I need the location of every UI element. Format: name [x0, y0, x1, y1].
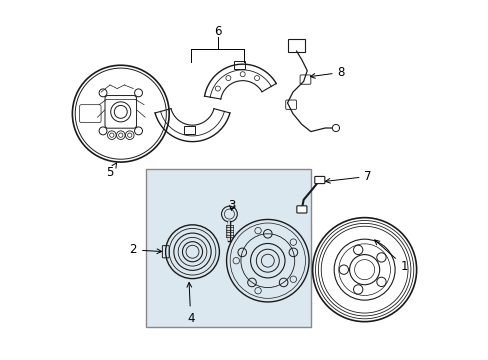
Text: 3: 3 — [228, 199, 235, 212]
Text: 5: 5 — [106, 163, 116, 179]
Text: 1: 1 — [374, 240, 407, 273]
Bar — [234, 62, 244, 69]
FancyBboxPatch shape — [314, 176, 324, 184]
Text: 7: 7 — [325, 170, 371, 183]
Text: 8: 8 — [310, 66, 345, 79]
Bar — [145, 169, 310, 327]
Bar — [184, 126, 195, 134]
Text: 2: 2 — [129, 243, 162, 256]
FancyBboxPatch shape — [296, 206, 306, 213]
Text: 6: 6 — [213, 25, 221, 38]
Text: 4: 4 — [186, 283, 194, 325]
